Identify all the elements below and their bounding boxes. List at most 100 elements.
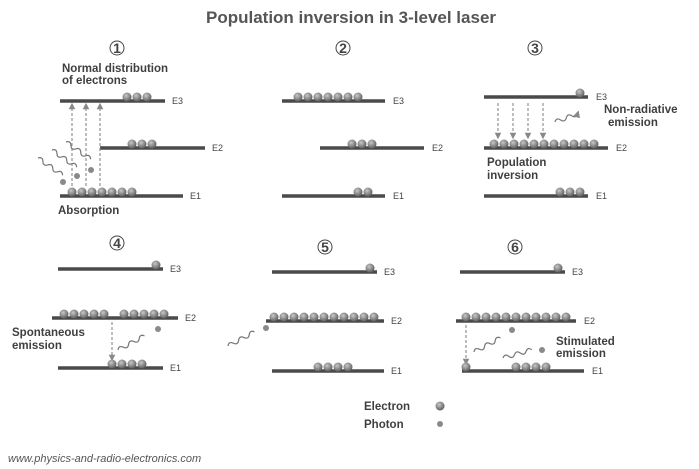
electron	[499, 139, 509, 149]
electron	[303, 92, 313, 102]
photon	[539, 347, 545, 353]
note-population-inversion-1: Population	[487, 157, 546, 169]
panel-3: 3 E3 Non-radiative emission E2 Populatio…	[484, 40, 678, 201]
note-normal-distribution-1: Normal distribution	[62, 63, 168, 75]
electron	[59, 309, 69, 319]
electron	[509, 139, 519, 149]
electron	[279, 312, 289, 322]
electron	[127, 139, 137, 149]
electron	[541, 362, 551, 372]
electron	[519, 139, 529, 149]
electron	[67, 187, 77, 197]
photon-wave	[502, 347, 533, 359]
photon-wave	[37, 157, 64, 176]
electron	[339, 312, 349, 322]
electron	[531, 362, 541, 372]
electron	[299, 312, 309, 322]
electron	[142, 92, 152, 102]
panel-number-circle	[109, 40, 125, 56]
level-label-e3: E3	[572, 267, 583, 277]
electron	[323, 92, 333, 102]
panel-number-circle	[317, 239, 333, 255]
electron	[323, 362, 333, 372]
photon	[509, 327, 515, 333]
electron	[137, 139, 147, 149]
electron	[511, 362, 521, 372]
electron	[565, 187, 575, 197]
photon	[74, 173, 80, 179]
level-label-e1: E1	[393, 191, 404, 201]
photon-wave	[51, 149, 78, 168]
electron	[119, 309, 129, 319]
note-population-inversion-2: inversion	[487, 170, 538, 182]
electron	[553, 263, 563, 273]
electron	[309, 312, 319, 322]
electron	[139, 309, 149, 319]
level-label-e2: E2	[212, 143, 223, 153]
electron	[359, 312, 369, 322]
electron	[489, 139, 499, 149]
diagram-title: Population inversion in 3-level laser	[206, 8, 496, 27]
note-spontaneous-2: emission	[12, 340, 62, 352]
photon	[60, 179, 66, 185]
panel-number-circle	[527, 40, 543, 56]
electron	[117, 359, 127, 369]
legend-electron-label: Electron	[364, 401, 410, 413]
electron	[539, 139, 549, 149]
electron	[481, 312, 491, 322]
electron	[343, 362, 353, 372]
level-label-e1: E1	[592, 366, 603, 376]
source-url: www.physics-and-radio-electronics.com	[8, 453, 201, 465]
photon	[263, 325, 269, 331]
electron	[575, 187, 585, 197]
note-stimulated-2: emission	[556, 348, 606, 360]
panel-1: 1 Normal distribution of electrons E3 E2…	[37, 40, 223, 217]
electron	[357, 139, 367, 149]
electron	[511, 312, 521, 322]
electron	[132, 92, 142, 102]
note-stimulated-1: Stimulated	[556, 336, 615, 348]
electron	[127, 187, 137, 197]
note-normal-distribution-2: of electrons	[62, 75, 127, 87]
electron	[289, 312, 299, 322]
electron	[97, 187, 107, 197]
electron	[333, 92, 343, 102]
electron	[561, 312, 571, 322]
electron	[319, 312, 329, 322]
electron	[117, 187, 127, 197]
level-label-e2: E2	[185, 313, 196, 323]
panel-number-circle	[335, 40, 351, 56]
electron	[549, 139, 559, 149]
note-non-radiative-2: emission	[608, 117, 658, 129]
electron	[69, 309, 79, 319]
level-label-e3: E3	[384, 267, 395, 277]
electron	[365, 263, 375, 273]
photon-wave	[65, 141, 92, 160]
electron	[147, 139, 157, 149]
level-label-e1: E1	[596, 191, 607, 201]
photon	[155, 326, 161, 332]
electron	[343, 92, 353, 102]
electron	[521, 312, 531, 322]
electron	[313, 92, 323, 102]
electron	[569, 139, 579, 149]
legend: Electron Photon	[364, 401, 445, 431]
level-label-e3: E3	[596, 92, 607, 102]
electron	[369, 312, 379, 322]
level-label-e2: E2	[616, 143, 627, 153]
panel-number: 2	[339, 40, 347, 56]
electron	[461, 312, 471, 322]
note-absorption: Absorption	[58, 205, 119, 217]
electron	[89, 309, 99, 319]
electron	[99, 309, 109, 319]
electron	[363, 187, 373, 197]
electron	[541, 312, 551, 322]
note-non-radiative-1: Non-radiative	[604, 104, 678, 116]
level-label-e3: E3	[393, 96, 404, 106]
electron	[149, 309, 159, 319]
electron	[529, 139, 539, 149]
electron	[129, 309, 139, 319]
panel-4: 4 E3 E2 Spontaneous emission E1	[12, 235, 196, 373]
electron	[127, 359, 137, 369]
electron	[293, 92, 303, 102]
